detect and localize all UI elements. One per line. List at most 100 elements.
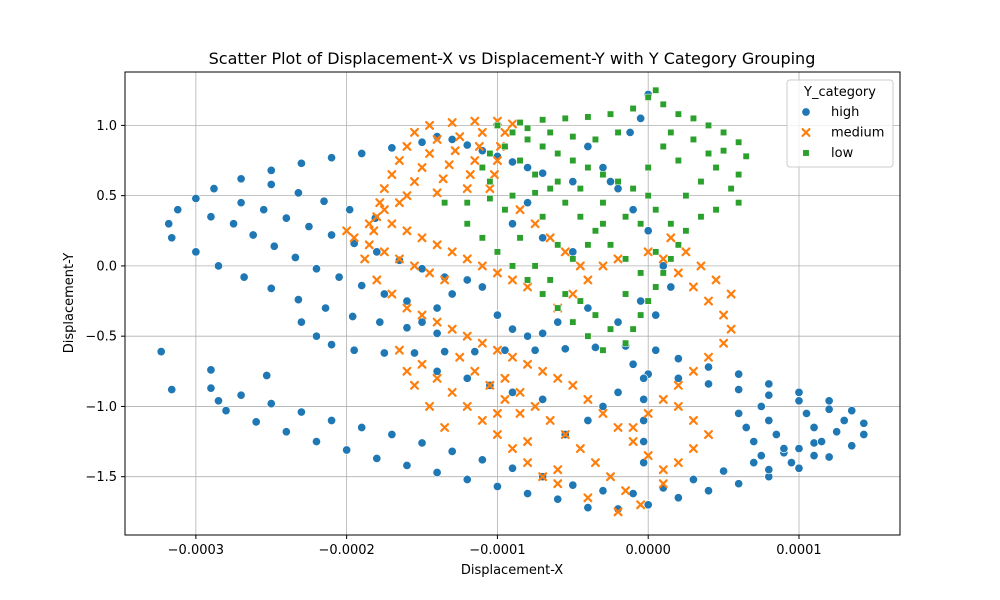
point-high — [320, 303, 331, 313]
point-high — [507, 219, 518, 229]
point-low — [682, 227, 690, 235]
point-low — [637, 269, 645, 277]
point-medium — [450, 146, 460, 156]
point-high — [266, 165, 276, 175]
point-medium — [688, 282, 698, 292]
point-low — [599, 171, 607, 179]
point-high — [266, 399, 276, 409]
point-medium — [369, 226, 379, 236]
point-medium — [465, 170, 475, 180]
point-high — [409, 348, 420, 358]
point-high — [643, 226, 653, 236]
point-low — [614, 128, 622, 136]
point-high — [507, 387, 518, 397]
point-high — [794, 387, 804, 397]
point-medium — [508, 444, 517, 454]
point-low — [591, 227, 599, 235]
point-high — [817, 437, 827, 447]
y-tick-label: −0.5 — [85, 330, 117, 345]
point-medium — [613, 507, 623, 517]
point-low — [735, 138, 743, 146]
point-medium — [342, 226, 352, 236]
point-high — [492, 310, 502, 320]
point-medium — [440, 423, 450, 433]
point-high — [756, 401, 766, 411]
point-low — [667, 128, 675, 136]
point-low — [720, 147, 728, 155]
point-high — [290, 252, 300, 263]
point-low — [486, 195, 494, 202]
point-high — [749, 458, 759, 468]
point-high — [628, 359, 638, 369]
point-medium — [409, 261, 419, 271]
point-high — [703, 362, 714, 372]
point-medium — [425, 401, 435, 411]
point-low — [546, 185, 554, 193]
point-high — [779, 444, 789, 454]
point-low — [652, 86, 660, 94]
point-high — [492, 481, 502, 492]
point-low — [441, 199, 449, 207]
point-high — [206, 365, 216, 375]
point-high — [801, 408, 812, 419]
point-high — [639, 415, 649, 426]
point-high — [164, 219, 174, 229]
point-high — [824, 396, 834, 406]
point-high — [523, 331, 533, 341]
point-medium — [470, 366, 480, 376]
data-points — [156, 86, 869, 517]
point-low — [712, 164, 720, 172]
point-medium — [508, 119, 517, 129]
point-medium — [590, 458, 600, 468]
point-high — [749, 437, 759, 447]
point-medium — [621, 486, 631, 496]
point-low — [501, 206, 509, 214]
point-medium — [613, 423, 623, 433]
point-high — [191, 193, 201, 204]
y-tick-label: −1.5 — [85, 470, 117, 485]
point-medium — [628, 437, 638, 447]
point-high — [477, 455, 487, 465]
point-medium — [394, 198, 404, 208]
point-high — [809, 422, 819, 433]
point-high — [832, 427, 842, 437]
legend-label-high: high — [831, 105, 859, 120]
point-medium — [379, 247, 389, 257]
point-high — [266, 283, 276, 293]
point-high — [583, 503, 593, 513]
point-high — [462, 140, 472, 150]
point-medium — [523, 282, 533, 292]
point-low — [539, 290, 547, 298]
point-medium — [455, 132, 465, 142]
point-low — [705, 150, 712, 157]
point-medium — [560, 430, 570, 440]
point-low — [516, 234, 524, 242]
point-medium — [485, 380, 495, 390]
point-high — [213, 261, 224, 271]
point-low — [659, 269, 667, 277]
plot-frame — [124, 71, 901, 536]
point-medium — [508, 275, 517, 285]
point-high — [281, 427, 291, 437]
point-low — [531, 171, 539, 179]
point-low — [493, 121, 501, 129]
point-low — [599, 346, 607, 354]
point-low — [493, 248, 501, 256]
point-high — [859, 418, 869, 428]
point-low — [463, 220, 471, 228]
point-medium — [545, 233, 555, 243]
point-high — [734, 369, 744, 379]
point-high — [809, 451, 819, 461]
point-high — [839, 415, 849, 426]
legend-box — [786, 79, 894, 168]
point-medium — [409, 380, 419, 390]
point-medium — [688, 415, 698, 425]
point-high — [636, 296, 646, 306]
point-medium — [538, 366, 548, 376]
point-high — [236, 174, 246, 184]
point-low — [486, 150, 494, 157]
point-low — [561, 114, 569, 122]
point-medium — [598, 408, 608, 418]
point-low — [554, 241, 562, 249]
point-high — [583, 141, 593, 152]
